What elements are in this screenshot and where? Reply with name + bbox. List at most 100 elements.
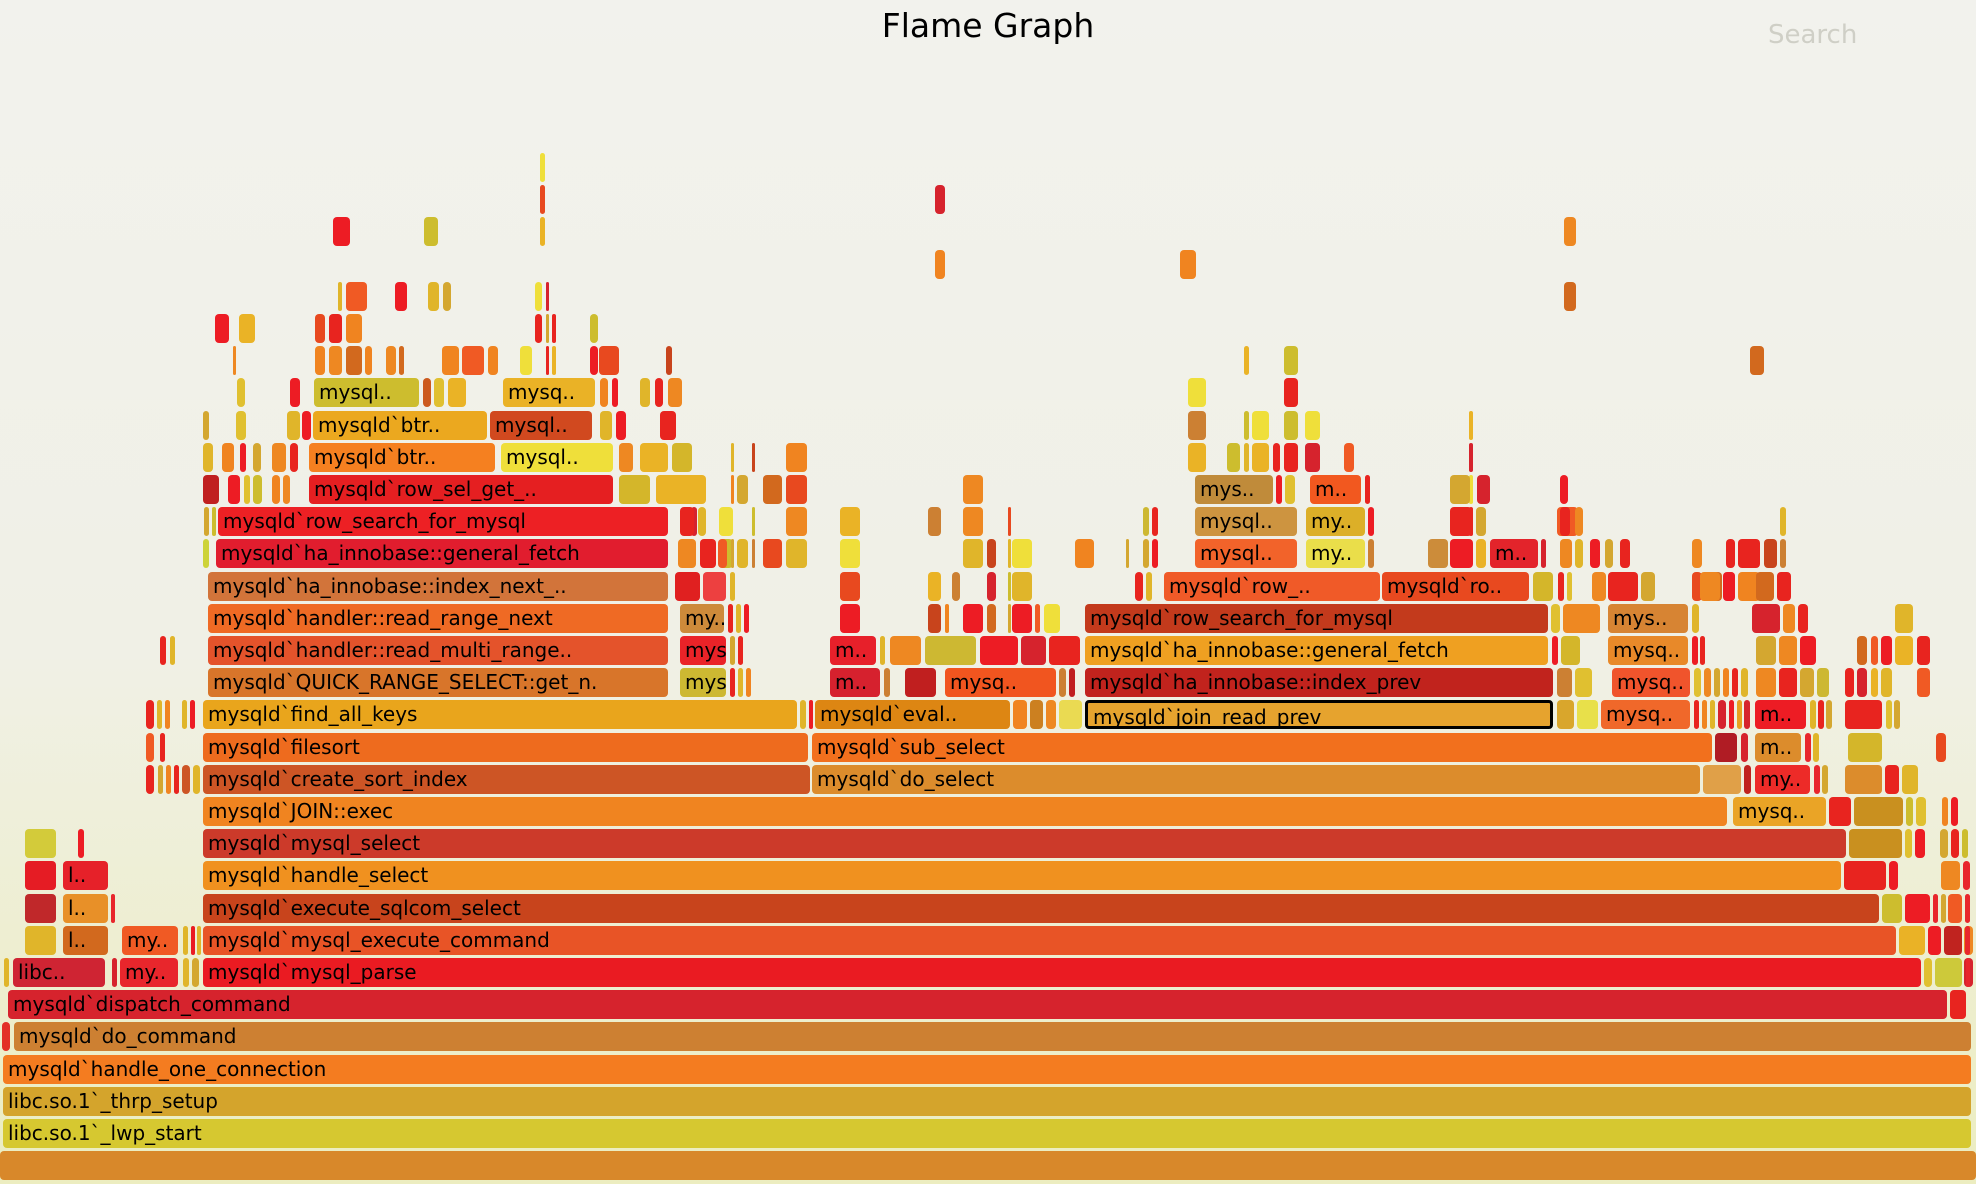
flame-frame[interactable]	[980, 636, 1018, 665]
flame-frame[interactable]	[1227, 443, 1240, 472]
flame-frame[interactable]	[1273, 443, 1280, 472]
flame-frame[interactable]	[738, 668, 743, 697]
flame-frame[interactable]	[1469, 411, 1473, 440]
flame-frame[interactable]	[1780, 539, 1786, 568]
flame-frame-mysqld-ha-innobase-index-prev[interactable]: mysqld`ha_innobase::index_prev	[1085, 668, 1553, 697]
flame-frame[interactable]	[329, 346, 342, 375]
flame-frame[interactable]	[763, 539, 782, 568]
flame-frame[interactable]	[1008, 539, 1011, 568]
flame-frame[interactable]	[1551, 604, 1560, 633]
flame-frame[interactable]	[0, 1151, 1976, 1180]
flame-frame[interactable]	[731, 475, 734, 504]
flame-frame[interactable]	[1889, 861, 1898, 890]
flame-frame[interactable]	[963, 604, 983, 633]
flame-frame[interactable]	[1845, 700, 1882, 729]
flame-frame-my[interactable]: my..	[1306, 539, 1365, 568]
flame-frame[interactable]	[668, 378, 682, 407]
flame-frame[interactable]	[752, 507, 755, 536]
flame-frame[interactable]	[386, 346, 396, 375]
flame-frame[interactable]	[1895, 636, 1913, 665]
flame-frame[interactable]	[935, 185, 945, 214]
flame-frame[interactable]	[1895, 604, 1913, 633]
flame-frame[interactable]	[963, 539, 983, 568]
flame-frame[interactable]	[1822, 765, 1828, 794]
flame-frame[interactable]	[1780, 507, 1786, 536]
flame-frame-mysqld-filesort[interactable]: mysqld`filesort	[203, 733, 808, 762]
flame-frame[interactable]	[1276, 475, 1282, 504]
flame-frame[interactable]	[1692, 539, 1702, 568]
flame-frame[interactable]	[239, 314, 255, 343]
flame-frame[interactable]	[540, 185, 545, 214]
flame-frame[interactable]	[1845, 765, 1882, 794]
flame-frame[interactable]	[1723, 572, 1735, 601]
flame-frame[interactable]	[1450, 507, 1472, 536]
flame-frame[interactable]	[2, 1022, 10, 1051]
flame-frame[interactable]	[1881, 636, 1892, 665]
flame-frame[interactable]	[736, 604, 741, 633]
flame-frame[interactable]	[1365, 475, 1370, 504]
flame-frame-mysqld-row-search-for-mysql[interactable]: mysqld`row_search_for_mysql	[1085, 604, 1548, 633]
flame-frame[interactable]	[1188, 378, 1206, 407]
flame-frame-mysqld-dispatch-command[interactable]: mysqld`dispatch_command	[8, 990, 1947, 1019]
flame-frame[interactable]	[240, 443, 246, 472]
flame-frame-mysql[interactable]: mysql..	[490, 411, 592, 440]
flame-frame[interactable]	[190, 700, 195, 729]
flame-frame-my[interactable]: my..	[1306, 507, 1365, 536]
flame-frame[interactable]	[1703, 765, 1741, 794]
flame-frame-mysq[interactable]: mysq..	[1733, 797, 1826, 826]
flame-frame-mysql[interactable]: mysql..	[314, 378, 419, 407]
flame-frame[interactable]	[1560, 539, 1572, 568]
flame-frame[interactable]	[1800, 636, 1816, 665]
flame-frame[interactable]	[590, 346, 598, 375]
flame-frame[interactable]	[540, 217, 545, 246]
flame-frame[interactable]	[1252, 411, 1269, 440]
flame-frame[interactable]	[1906, 797, 1913, 826]
flame-frame[interactable]	[182, 765, 190, 794]
flame-frame-libc[interactable]: libc..	[13, 958, 105, 987]
flame-frame[interactable]	[443, 282, 451, 311]
flame-frame[interactable]	[1533, 572, 1553, 601]
flame-frame-mysqld-row-search-for-mysql[interactable]: mysqld`row_search_for_mysql	[218, 507, 668, 536]
flame-frame[interactable]	[193, 765, 200, 794]
flame-frame[interactable]	[809, 700, 813, 729]
flame-frame[interactable]	[1950, 990, 1966, 1019]
flame-frame[interactable]	[395, 282, 407, 311]
flame-frame[interactable]	[399, 346, 404, 375]
flame-frame-mysqld-handle-select[interactable]: mysqld`handle_select	[203, 861, 1841, 890]
flame-frame[interactable]	[25, 926, 56, 955]
flame-frame[interactable]	[182, 700, 187, 729]
flame-frame[interactable]	[488, 346, 498, 375]
flame-frame[interactable]	[840, 572, 860, 601]
flame-frame-mysqld-ha-innobase-index-next[interactable]: mysqld`ha_innobase::index_next_..	[208, 572, 668, 601]
flame-frame[interactable]	[535, 314, 542, 343]
flame-frame[interactable]	[660, 411, 676, 440]
flame-frame[interactable]	[1916, 797, 1926, 826]
flame-frame[interactable]	[315, 346, 325, 375]
flame-frame[interactable]	[1962, 829, 1968, 858]
flame-frame-mysqld-ro[interactable]: mysqld`ro..	[1382, 572, 1529, 601]
flame-frame[interactable]	[1944, 926, 1962, 955]
flame-frame[interactable]	[448, 378, 466, 407]
flame-frame[interactable]	[203, 539, 209, 568]
flame-frame[interactable]	[1738, 572, 1760, 601]
flame-frame[interactable]	[1783, 604, 1795, 633]
flame-frame[interactable]	[752, 443, 755, 472]
flame-frame[interactable]	[287, 411, 300, 440]
flame-frame[interactable]	[1188, 411, 1206, 440]
flame-frame-mysqld-row[interactable]: mysqld`row_..	[1164, 572, 1380, 601]
flame-frame[interactable]	[1575, 507, 1583, 536]
flame-frame[interactable]	[1469, 475, 1473, 504]
flame-frame[interactable]	[786, 539, 807, 568]
flame-frame[interactable]	[1941, 861, 1960, 890]
flame-frame[interactable]	[1563, 604, 1600, 633]
flame-frame[interactable]	[222, 443, 234, 472]
flame-frame[interactable]	[1252, 443, 1269, 472]
flame-frame[interactable]	[599, 346, 619, 375]
flame-frame[interactable]	[1558, 572, 1564, 601]
flame-frame[interactable]	[233, 346, 236, 375]
flame-frame[interactable]	[146, 765, 154, 794]
flame-frame[interactable]	[1714, 668, 1720, 697]
flame-frame[interactable]	[1854, 797, 1903, 826]
flame-frame-m[interactable]: m..	[830, 636, 876, 665]
flame-frame[interactable]	[244, 475, 250, 504]
